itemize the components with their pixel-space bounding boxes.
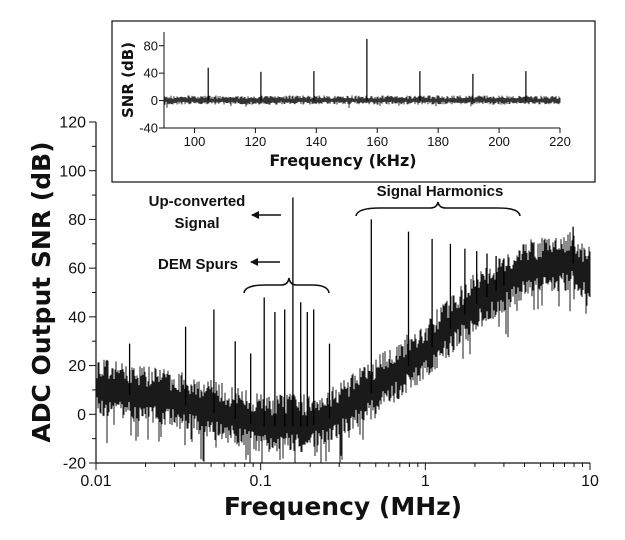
annotation-harmonics-bracket: [355, 201, 521, 217]
main-x-tick-label: 0.1: [250, 473, 272, 490]
main-y-tick-label: 120: [59, 115, 86, 132]
annotation-dem-spurs-arrowhead: [250, 258, 258, 266]
annotation-upconverted-line1: Up-converted: [149, 193, 246, 210]
annotation-harmonics: Signal Harmonics: [355, 183, 521, 217]
annotation-upconverted-line2: Signal: [174, 215, 219, 232]
main-x-tick-label: 0.01: [80, 473, 111, 490]
main-y-tick-label: 0: [77, 407, 86, 424]
main-spike-group: [128, 197, 574, 427]
inset-x-tick-label: 140: [305, 134, 327, 149]
inset-y-tick-label: -40: [139, 121, 158, 136]
annotation-harmonics-label: Signal Harmonics: [377, 183, 504, 200]
main-chart: 0.01 0.1 1 10 -20 0 20 40 60 80 100 120 Frequency …: [27, 115, 599, 521]
annotation-upconverted-arrowhead: [251, 211, 259, 219]
annotation-dem-spurs-bracket: [243, 277, 330, 294]
main-x-tick-label: 10: [581, 473, 599, 490]
main-y-ticks: -20 0 20 40 60 80 100 120: [59, 115, 96, 473]
main-y-axis-title: ADC Output SNR (dB): [27, 141, 56, 442]
inset-x-tick-label: 100: [184, 134, 206, 149]
inset-x-tick-label: 200: [488, 134, 510, 149]
main-x-axis-title: Frequency (MHz): [224, 492, 462, 521]
inset-y-tick-label: 0: [151, 93, 158, 108]
main-x-tick-label: 1: [421, 473, 430, 490]
inset-x-tick-label: 120: [245, 134, 267, 149]
inset-y-tick-label: 80: [144, 38, 158, 53]
inset-x-tick-label: 220: [549, 134, 571, 149]
inset-x-axis-title: Frequency (kHz): [269, 151, 416, 170]
main-y-tick-label: 100: [59, 163, 86, 180]
inset-y-ticks: -40 0 40 80: [139, 38, 164, 136]
annotation-dem-spurs: DEM Spurs: [158, 256, 330, 294]
inset-x-tick-label: 180: [427, 134, 449, 149]
inset-y-axis-title: SNR (dB): [119, 42, 137, 118]
inset-x-tick-label: 160: [366, 134, 388, 149]
annotation-upconverted: Up-converted Signal: [149, 193, 281, 232]
inset-spike-group: [207, 38, 527, 101]
main-y-tick-label: 80: [68, 212, 86, 229]
main-y-tick-label: 20: [68, 358, 86, 375]
main-y-tick-label: -20: [63, 456, 86, 473]
inset-x-ticks: 100 120 140 160 180 200 220: [184, 128, 571, 149]
inset-chart: 100 120 140 160 180 200 220 -40 0 40 80 Frequency…: [111, 20, 596, 183]
main-y-tick-label: 40: [68, 309, 86, 326]
annotation-dem-spurs-label: DEM Spurs: [158, 256, 238, 273]
inset-frame: [111, 20, 596, 183]
main-y-tick-label: 60: [68, 261, 86, 278]
main-x-ticks: 0.01 0.1 1 10: [80, 463, 599, 490]
inset-y-tick-label: 40: [144, 66, 158, 81]
